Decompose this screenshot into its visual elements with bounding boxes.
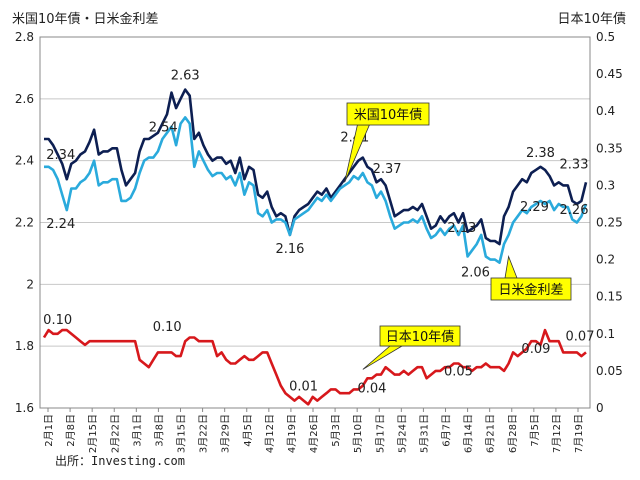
callout-label: 米国10年債: [354, 108, 423, 123]
y-left-tick-label: 1.8: [15, 339, 34, 353]
callout-label: 日米金利差: [498, 282, 563, 298]
data-label: 2.26: [560, 203, 589, 218]
y-left-tick-label: 2: [26, 277, 34, 291]
y-right-tick-label: 0: [596, 401, 604, 415]
data-label: 0.05: [444, 364, 473, 379]
x-tick-label: 7月19日: [573, 414, 585, 453]
y-left-tick-label: 1.6: [15, 401, 34, 415]
source-note: 出所：Investing.com: [55, 454, 185, 468]
data-label: 0.10: [153, 320, 182, 335]
x-tick-label: 7月5日: [529, 414, 541, 447]
callout-box: [490, 277, 572, 301]
x-tick-label: 2月22日: [109, 414, 121, 453]
y-right-tick-label: 0.45: [596, 67, 623, 81]
data-label: 0.09: [521, 342, 550, 357]
x-tick-label: 3月22日: [198, 414, 210, 453]
x-tick-label: 5月24日: [396, 414, 408, 453]
x-tick-label: 3月15日: [176, 414, 188, 453]
x-tick-label: 5月17日: [374, 414, 386, 453]
data-label: 2.29: [520, 200, 549, 215]
data-label: 2.33: [560, 157, 589, 172]
plot-frame: [39, 36, 591, 409]
data-label: 0.01: [289, 380, 318, 395]
y-right-tick-label: 0.3: [596, 178, 615, 192]
x-tick-label: 7月12日: [551, 414, 563, 453]
y-right-tick-label: 0.25: [596, 216, 623, 230]
data-label: 0.04: [357, 381, 386, 396]
x-tick-label: 2月1日: [43, 414, 55, 447]
callout-box: [346, 102, 430, 126]
x-tick-label: 6月7日: [441, 414, 453, 447]
data-label: 0.07: [566, 329, 595, 344]
y-left-tick-label: 2.6: [15, 92, 34, 106]
x-tick-label: 3月8日: [153, 414, 165, 447]
callout-box: [379, 325, 461, 347]
y-left-tick-label: 2.4: [15, 154, 34, 168]
x-tick-label: 5月31日: [418, 414, 430, 453]
data-label: 2.16: [275, 242, 304, 257]
x-tick-label: 4月12日: [264, 414, 276, 453]
callout-label: 日本10年債: [386, 330, 455, 345]
data-label: 2.38: [526, 146, 555, 161]
data-label: 2.54: [149, 120, 178, 135]
x-tick-label: 3月29日: [220, 414, 232, 453]
y-right-tick-label: 0.35: [596, 141, 623, 155]
x-tick-label: 6月21日: [485, 414, 497, 453]
callout-pointer: [504, 255, 518, 279]
x-tick-label: 4月26日: [308, 414, 320, 453]
series-line-1: [44, 116, 588, 265]
callout-pointer: [362, 345, 404, 370]
data-label: 2.37: [373, 162, 402, 177]
y-right-tick-label: 0.05: [596, 364, 623, 378]
chart-title-right: 日本10年債: [557, 12, 626, 27]
x-tick-label: 2月8日: [65, 414, 77, 447]
data-label: 2.63: [171, 69, 200, 84]
series-line-2: [42, 328, 587, 406]
y-right-tick-label: 0.5: [596, 30, 615, 44]
x-tick-label: 2月15日: [87, 414, 99, 453]
chart-title-left: 米国10年債・日米金利差: [12, 12, 159, 27]
y-right-tick-label: 0.1: [596, 327, 615, 341]
x-tick-label: 4月5日: [242, 414, 254, 447]
y-left-tick-label: 2.2: [15, 216, 34, 230]
data-label: 2.13: [447, 221, 476, 236]
y-left-tick-label: 2.8: [15, 30, 34, 44]
x-tick-label: 6月28日: [507, 414, 519, 453]
x-tick-label: 3月1日: [131, 414, 143, 447]
x-tick-label: 5月3日: [330, 414, 342, 447]
data-label: 2.06: [461, 266, 490, 281]
x-tick-label: 6月14日: [463, 414, 475, 453]
y-right-tick-label: 0.4: [596, 104, 615, 118]
data-label: 2.34: [46, 148, 75, 163]
x-tick-label: 5月10日: [352, 414, 364, 453]
data-label: 2.24: [46, 217, 75, 232]
data-label: 0.10: [43, 313, 72, 328]
y-right-tick-label: 0.15: [596, 290, 623, 304]
x-tick-label: 4月19日: [286, 414, 298, 453]
series-line-0: [44, 88, 588, 246]
y-right-tick-label: 0.2: [596, 253, 615, 267]
